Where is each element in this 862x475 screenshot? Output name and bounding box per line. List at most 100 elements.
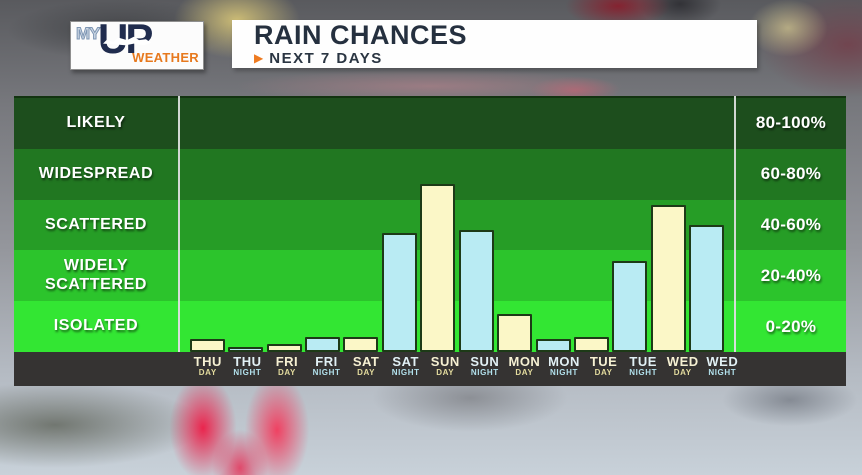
x-label-day: TUE xyxy=(629,354,657,369)
x-label-sat-day: SAT DAY xyxy=(346,352,386,386)
logo-my-text: MY xyxy=(76,24,101,44)
percent-bands-right: 80-100% 60-80% 40-60% 20-40% 0-20% xyxy=(736,96,846,352)
x-label-day: SAT xyxy=(352,354,380,369)
station-logo: MY UP WEATHER xyxy=(70,15,204,70)
bar-slot-thu-night xyxy=(226,98,264,352)
x-label-day: SAT xyxy=(392,354,419,369)
band-label: WIDELY SCATTERED xyxy=(45,257,147,293)
bar-sun-day xyxy=(420,184,456,352)
band-right-4: 20-40% xyxy=(736,250,846,302)
bar-slot-sat-night xyxy=(380,98,418,352)
bar-slot-sun-day xyxy=(419,98,457,352)
left-axis-divider xyxy=(178,96,180,386)
bar-sat-day xyxy=(343,336,379,352)
subtitle-arrow-icon: ▶ xyxy=(254,51,264,66)
x-label-day: THU xyxy=(193,354,222,369)
x-axis-strip: THU DAY THU NIGHT FRI DAY FRI NIGHT SAT DAY SAT NIG… xyxy=(14,352,846,386)
band-left-2: WIDESPREAD xyxy=(14,148,178,200)
logo-up-text: UP xyxy=(98,15,153,62)
x-label-period: NIGHT xyxy=(391,368,420,378)
x-label-wed-day: WED DAY xyxy=(663,352,703,386)
x-label-mon-night: MON NIGHT xyxy=(544,352,584,386)
bar-slot-mon-day xyxy=(495,98,533,352)
x-label-period: DAY xyxy=(357,368,376,378)
bar-slot-sun-night xyxy=(457,98,495,352)
percent-label: 60-80% xyxy=(760,164,822,184)
category-bands-left: LIKELY WIDESPREAD SCATTERED WIDELY SCATTERE… xyxy=(14,96,178,352)
percent-label: 20-40% xyxy=(760,265,822,285)
x-label-period: NIGHT xyxy=(629,368,658,378)
plot-stripe-2 xyxy=(180,148,734,200)
x-label-mon-day: MON DAY xyxy=(505,352,545,386)
x-label-wed-night: WED NIGHT xyxy=(703,352,743,386)
x-label-day: WED xyxy=(666,354,699,369)
bar-thu-night xyxy=(228,346,264,352)
bar-slot-sat-day xyxy=(342,98,380,352)
page-subtitle-row: ▶ NEXT 7 DAYS xyxy=(254,50,757,67)
bar-tue-day xyxy=(573,336,609,352)
x-label-day: SUN xyxy=(470,354,500,369)
plot-area xyxy=(180,96,734,352)
band-label: LIKELY xyxy=(66,114,126,132)
bar-sat-night xyxy=(381,232,417,352)
bar-mon-night xyxy=(535,339,571,352)
logo-weather-text: WEATHER xyxy=(132,50,199,65)
x-label-period: DAY xyxy=(198,368,217,378)
x-label-sun-night: SUN NIGHT xyxy=(465,352,505,386)
bars-container xyxy=(180,98,734,352)
bar-wed-day xyxy=(650,204,686,352)
x-label-period: DAY xyxy=(515,368,534,378)
x-label-day: MON xyxy=(508,354,541,369)
right-axis-divider xyxy=(734,96,736,386)
band-right-5: 0-20% xyxy=(736,301,846,352)
x-label-period: NIGHT xyxy=(312,368,341,378)
x-label-period: NIGHT xyxy=(550,368,578,378)
bar-fri-night xyxy=(304,336,340,352)
x-label-period: DAY xyxy=(436,368,455,378)
upper-peninsula-icon xyxy=(103,36,151,46)
x-label-period: DAY xyxy=(673,368,692,378)
title-banner: RAIN CHANCES ▶ NEXT 7 DAYS xyxy=(232,20,757,68)
page-title: RAIN CHANCES xyxy=(254,20,468,50)
bar-slot-tue-night xyxy=(611,98,649,352)
bar-thu-day xyxy=(189,339,225,352)
x-label-sat-night: SAT NIGHT xyxy=(386,352,426,386)
bar-slot-wed-night xyxy=(687,98,725,352)
band-right-1: 80-100% xyxy=(736,98,846,149)
x-label-period: NIGHT xyxy=(233,368,262,378)
bar-slot-mon-night xyxy=(534,98,572,352)
band-label: SCATTERED xyxy=(45,215,147,233)
bar-wed-night xyxy=(689,225,725,352)
band-label: ISOLATED xyxy=(53,317,139,335)
bar-slot-fri-night xyxy=(303,98,341,352)
band-left-3: SCATTERED xyxy=(14,199,178,251)
x-label-day: FRI xyxy=(275,354,299,369)
x-label-day: TUE xyxy=(589,354,618,369)
x-label-day: MON xyxy=(548,354,580,369)
percent-label: 80-100% xyxy=(755,113,827,133)
x-label-tue-day: TUE DAY xyxy=(584,352,624,386)
bar-sun-night xyxy=(458,230,494,352)
x-label-day: SUN xyxy=(430,354,460,369)
x-label-fri-day: FRI DAY xyxy=(267,352,307,386)
rain-chance-chart: LIKELY WIDESPREAD SCATTERED WIDELY SCATTERE… xyxy=(14,96,846,386)
plot-stripe-1 xyxy=(180,98,734,149)
percent-label: 0-20% xyxy=(765,316,817,336)
plot-stripe-3 xyxy=(180,199,734,251)
x-label-period: DAY xyxy=(594,368,613,378)
band-left-5: ISOLATED xyxy=(14,301,178,352)
band-left-4: WIDELY SCATTERED xyxy=(14,250,178,302)
x-label-fri-night: FRI NIGHT xyxy=(307,352,347,386)
band-left-1: LIKELY xyxy=(14,98,178,149)
bar-slot-wed-day xyxy=(649,98,687,352)
bar-slot-fri-day xyxy=(265,98,303,352)
x-label-period: DAY xyxy=(277,368,296,378)
x-label-period: NIGHT xyxy=(708,368,737,378)
x-label-day: THU xyxy=(233,354,262,369)
bar-fri-day xyxy=(266,344,302,352)
page-subtitle: NEXT 7 DAYS xyxy=(269,49,383,67)
band-label: WIDESPREAD xyxy=(38,165,154,182)
percent-label: 40-60% xyxy=(760,214,822,234)
x-axis-labels: THU DAY THU NIGHT FRI DAY FRI NIGHT SAT DAY SAT NIG… xyxy=(180,352,750,386)
x-label-period: NIGHT xyxy=(470,368,499,378)
